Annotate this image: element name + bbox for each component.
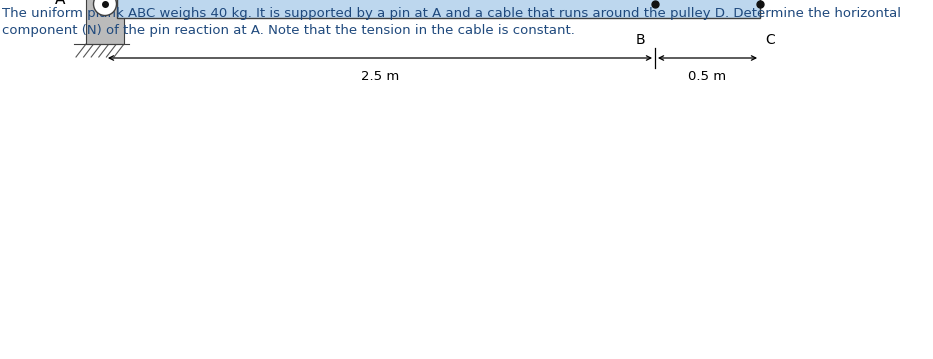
- Bar: [86, 0, 124, 44]
- Text: 0.5 m: 0.5 m: [689, 70, 727, 83]
- Text: 2.5 m: 2.5 m: [361, 70, 399, 83]
- Text: C: C: [765, 33, 774, 47]
- Text: A: A: [55, 0, 65, 6]
- Text: The uniform plank ABC weighs 40 kg. It is supported by a pin at A and a cable th: The uniform plank ABC weighs 40 kg. It i…: [2, 7, 901, 20]
- Bar: [117, 0, 760, 18]
- Text: component (N) of the pin reaction at A. Note that the tension in the cable is co: component (N) of the pin reaction at A. …: [2, 24, 575, 37]
- Text: B: B: [635, 33, 645, 47]
- Circle shape: [93, 0, 117, 15]
